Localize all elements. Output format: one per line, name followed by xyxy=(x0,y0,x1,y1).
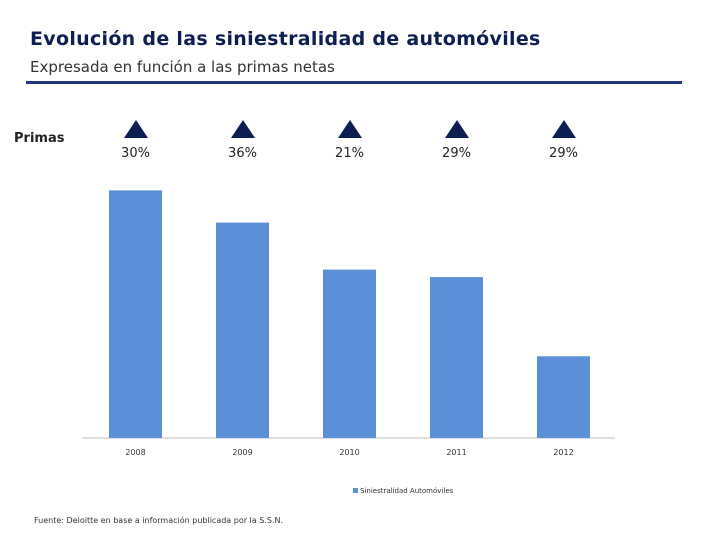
primas-value: 36% xyxy=(228,146,257,161)
x-tick-label: 2010 xyxy=(339,448,359,457)
bar-2009 xyxy=(216,222,269,438)
legend-swatch xyxy=(353,488,358,493)
header-divider xyxy=(26,81,682,84)
up-triangle-icon xyxy=(337,120,362,138)
legend-label: Siniestralidad Automóviles xyxy=(360,487,454,495)
x-tick-label: 2009 xyxy=(232,448,252,457)
bar-2011 xyxy=(430,277,483,438)
page-subtitle: Expresada en función a las primas netas xyxy=(30,58,335,76)
source-note: Fuente: Deloitte en base a información p… xyxy=(34,516,283,525)
bar-2008 xyxy=(109,190,162,438)
primas-value: 29% xyxy=(549,146,578,161)
up-triangle-icon xyxy=(444,120,469,138)
primas-value: 29% xyxy=(442,146,471,161)
bar-2010 xyxy=(323,269,376,438)
up-triangle-icon xyxy=(230,120,255,138)
x-tick-label: 2012 xyxy=(553,448,573,457)
bar-2012 xyxy=(537,356,590,438)
x-tick-label: 2011 xyxy=(446,448,466,457)
up-triangle-icon xyxy=(551,120,576,138)
x-tick-label: 2008 xyxy=(125,448,145,457)
primas-value: 21% xyxy=(335,146,364,161)
primas-value: 30% xyxy=(121,146,150,161)
page-title: Evolución de las siniestralidad de autom… xyxy=(30,28,541,50)
up-triangle-icon xyxy=(123,120,148,138)
primas-label: Primas xyxy=(14,131,65,146)
